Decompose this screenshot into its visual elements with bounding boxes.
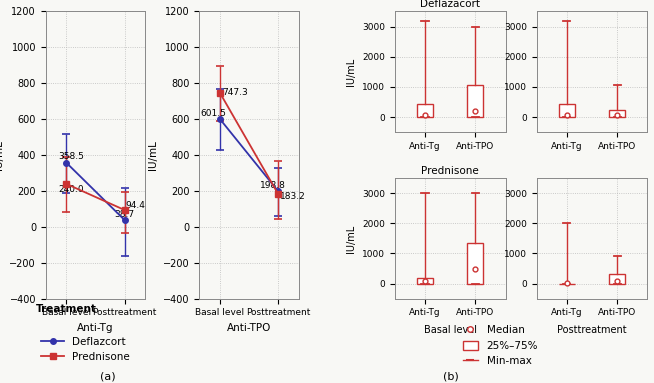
Bar bbox=[609, 274, 625, 284]
Bar bbox=[559, 103, 575, 117]
Text: 38.7: 38.7 bbox=[114, 210, 134, 219]
Text: (a): (a) bbox=[100, 371, 116, 381]
X-axis label: Anti-TPO: Anti-TPO bbox=[227, 323, 271, 333]
Text: (b): (b) bbox=[443, 371, 459, 381]
Text: Posttreatment: Posttreatment bbox=[557, 325, 627, 335]
Text: 601.5: 601.5 bbox=[201, 109, 226, 118]
Y-axis label: IU/mL: IU/mL bbox=[347, 58, 356, 86]
Text: 183.2: 183.2 bbox=[280, 192, 305, 201]
Text: 358.5: 358.5 bbox=[59, 152, 84, 161]
Text: 240.0: 240.0 bbox=[59, 185, 84, 194]
Bar bbox=[467, 85, 483, 117]
Text: Treatment: Treatment bbox=[36, 304, 97, 314]
Y-axis label: IU/mL: IU/mL bbox=[0, 140, 4, 170]
Text: Basal level: Basal level bbox=[424, 325, 477, 335]
Title: Deflazacort: Deflazacort bbox=[420, 0, 480, 9]
Bar bbox=[417, 278, 433, 284]
Y-axis label: IU/mL: IU/mL bbox=[347, 224, 356, 252]
Title: Prednisone: Prednisone bbox=[421, 166, 479, 176]
Bar bbox=[417, 105, 433, 117]
Text: 94.4: 94.4 bbox=[126, 201, 146, 210]
Bar bbox=[609, 110, 625, 117]
X-axis label: Anti-Tg: Anti-Tg bbox=[77, 323, 114, 333]
Text: 198.8: 198.8 bbox=[260, 181, 285, 190]
Bar bbox=[467, 243, 483, 284]
Legend: Deflazcort, Prednisone: Deflazcort, Prednisone bbox=[41, 337, 130, 362]
Y-axis label: IU/mL: IU/mL bbox=[148, 140, 158, 170]
Text: 747.3: 747.3 bbox=[222, 88, 248, 97]
Legend: Median, 25%–75%, Min-max: Median, 25%–75%, Min-max bbox=[462, 325, 538, 366]
